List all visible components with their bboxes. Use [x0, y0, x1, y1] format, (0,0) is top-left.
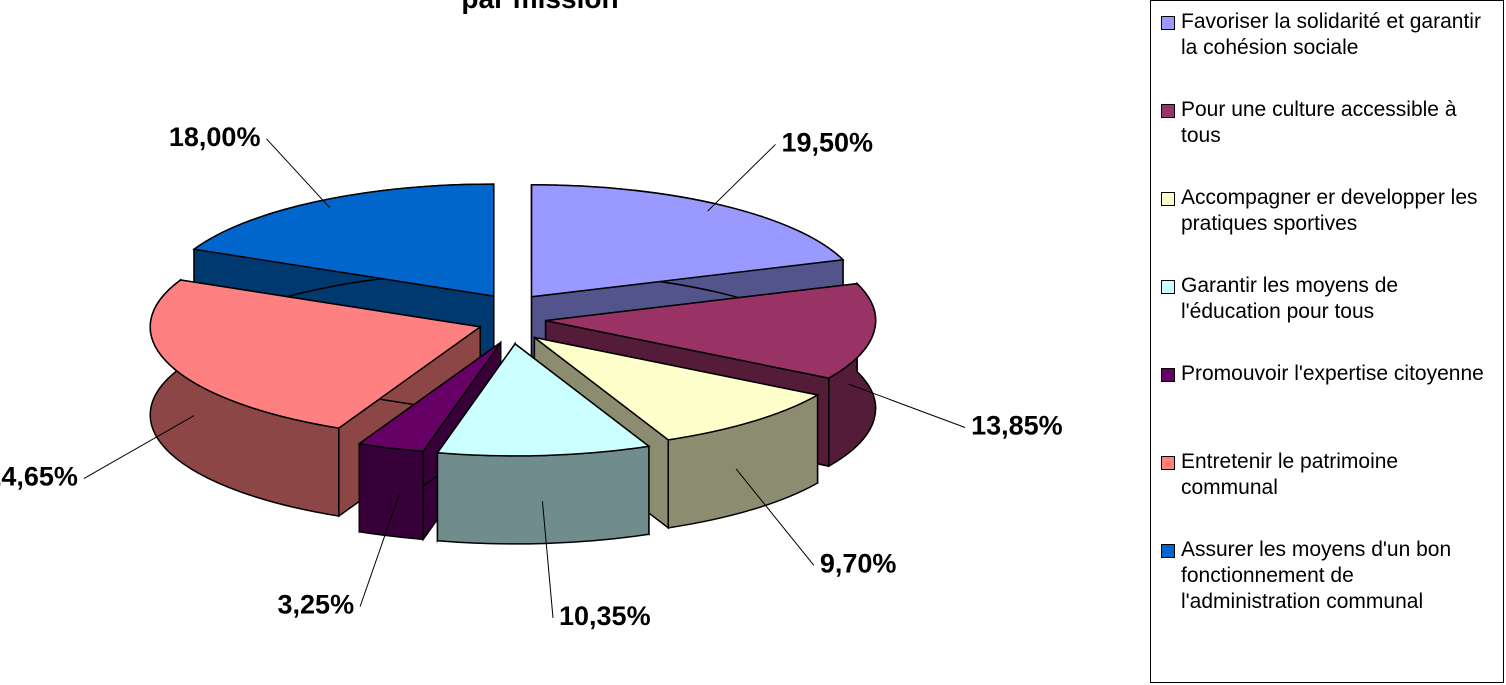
- legend-item: Promouvoir l'expertise citoyenne: [1161, 361, 1499, 449]
- legend-swatch: [1161, 104, 1175, 118]
- leader-line: [735, 468, 815, 566]
- chart-title: par mission: [461, 0, 618, 14]
- leader-line: [83, 415, 195, 480]
- slice-top: [530, 184, 845, 298]
- legend-label: Pour une culture accessible à tous: [1181, 98, 1457, 147]
- slice-side: [358, 442, 424, 541]
- leader-line: [707, 144, 776, 212]
- slice-top: [192, 183, 495, 297]
- data-label: 24,65%: [0, 462, 78, 492]
- legend-label: Garantir les moyens de l'éducation pour …: [1181, 274, 1399, 323]
- legend-item: Pour une culture accessible à tous: [1161, 97, 1499, 185]
- slice-top: [533, 336, 820, 441]
- data-label: 13,85%: [971, 411, 1063, 441]
- leader-line: [359, 494, 400, 607]
- data-label: 9,70%: [820, 548, 897, 578]
- slice-top: [436, 342, 651, 457]
- legend-item: Entretenir le patrimoine communal: [1161, 449, 1499, 537]
- slice-top: [149, 279, 483, 429]
- leader-line: [541, 501, 554, 618]
- legend-label: Favoriser la solidarité et garantir la c…: [1181, 10, 1481, 59]
- data-label: 19,50%: [781, 128, 873, 158]
- legend-item: Accompagner er developper les pratiques …: [1161, 185, 1499, 273]
- legend-item: Favoriser la solidarité et garantir la c…: [1161, 9, 1499, 97]
- data-label: 18,00%: [169, 122, 261, 152]
- legend-swatch: [1161, 16, 1175, 30]
- legend-swatch: [1161, 368, 1175, 382]
- slice-top: [545, 282, 877, 379]
- chart: par mission 19,50% 13,85% 9,70% 10,35% 3,25%…: [0, 0, 1063, 631]
- legend-swatch: [1161, 456, 1175, 470]
- data-label: 10,35%: [559, 601, 651, 631]
- legend-label: Promouvoir l'expertise citoyenne: [1181, 362, 1484, 385]
- legend-swatch: [1161, 192, 1175, 206]
- slice-top: [357, 341, 502, 453]
- legend-item: Garantir les moyens de l'éducation pour …: [1161, 273, 1499, 361]
- data-label: 3,25%: [278, 590, 355, 620]
- legend: Favoriser la solidarité et garantir la c…: [1150, 0, 1504, 683]
- legend-label: Accompagner er developper les pratiques …: [1181, 186, 1478, 235]
- legend-label: Assurer les moyens d'un bon fonctionneme…: [1181, 538, 1452, 613]
- legend-swatch: [1161, 280, 1175, 294]
- leader-line: [848, 383, 966, 428]
- leader-line: [266, 138, 331, 208]
- legend-swatch: [1161, 544, 1175, 558]
- slice-side: [436, 445, 650, 545]
- legend-item: Assurer les moyens d'un bon fonctionneme…: [1161, 537, 1499, 625]
- pie-slice: [436, 341, 651, 545]
- legend-label: Entretenir le patrimoine communal: [1181, 450, 1399, 499]
